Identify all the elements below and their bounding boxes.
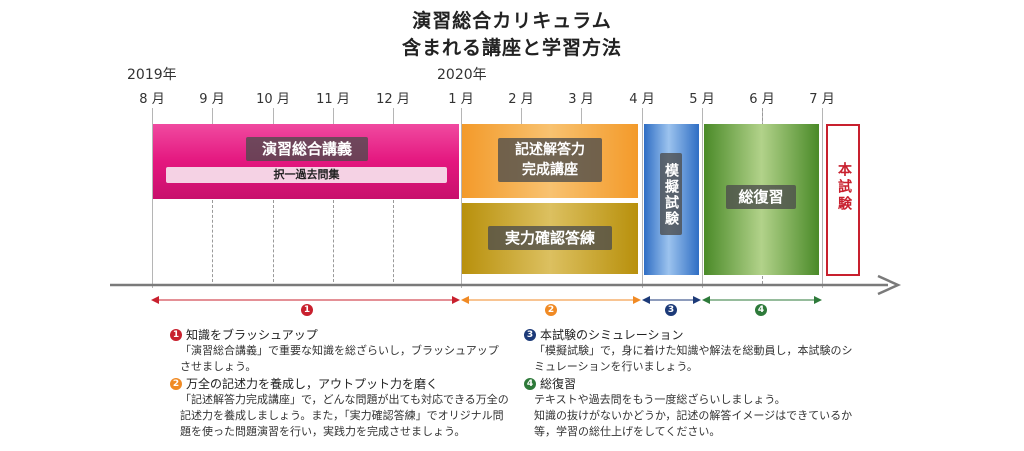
- month-label: 3 月: [568, 92, 594, 107]
- note-1-body-line: させましょう。: [180, 360, 257, 373]
- note-3-heading: 本試験のシミュレーション: [540, 328, 684, 342]
- note-4-heading: 総復習: [540, 377, 577, 391]
- block-mogi-label: 模擬試験: [660, 153, 682, 235]
- note-4-body-line: 知識の抜けがないかどうか，記述の解答イメージはできているか: [534, 409, 853, 422]
- block-enshu-sogo-kogi: [153, 124, 459, 199]
- block-sofukushu-label: 総復習: [726, 185, 796, 209]
- note-2-badge: 2: [170, 378, 182, 390]
- phase-4-badge: 4: [755, 304, 767, 316]
- timeline-arrow-head-icon: [877, 274, 902, 296]
- month-gridline-dashed: [393, 200, 394, 282]
- note-3-body-line: ミュレーションを行いましょう。: [534, 360, 698, 373]
- block-enshu-sub-label: 択一過去問集: [166, 167, 447, 183]
- note-1: 1 知識をブラッシュアップ 「演習総合講義」で重要な知識を総ざらいし，ブラッシュア…: [170, 327, 515, 375]
- year-label-2020: 2020年: [437, 67, 487, 83]
- note-4-badge: 4: [524, 378, 536, 390]
- note-3: 3 本試験のシミュレーション 「模擬試験」で，身に着けた知識や解法を総動員し，本試…: [524, 327, 869, 375]
- month-gridline: [702, 108, 703, 288]
- month-label: 10 月: [256, 92, 290, 107]
- month-gridline: [521, 108, 522, 124]
- block-honshiken: [826, 124, 860, 276]
- block-enshu-label: 演習総合講義: [246, 137, 368, 161]
- block-honshiken-label: 本試験: [836, 162, 852, 213]
- phase-3-badge: 3: [665, 304, 677, 316]
- note-2-body-line: 記述力を養成しましょう。また，「実力確認答練」でオリジナル問: [180, 409, 504, 422]
- month-gridline: [333, 108, 334, 124]
- note-2-body-line: 「記述解答力完成講座」で，どんな問題が出ても対応できる万全の: [180, 393, 509, 406]
- year-label-2019: 2019年: [127, 67, 177, 83]
- month-label: 5 月: [689, 92, 715, 107]
- note-2-heading: 万全の記述力を養成し，アウトプット力を磨く: [186, 377, 439, 391]
- month-label: 8 月: [139, 92, 165, 107]
- page-subtitle: 含まれる講座と学習方法: [401, 37, 622, 59]
- month-gridline-dashed: [273, 200, 274, 282]
- note-1-badge: 1: [170, 329, 182, 341]
- note-1-heading: 知識をブラッシュアップ: [186, 328, 318, 342]
- month-label: 2 月: [508, 92, 534, 107]
- month-label: 11 月: [316, 92, 350, 107]
- note-4-body-line: テキストや過去問をもう一度総ざらいしましょう。: [534, 393, 786, 406]
- phase-2-badge: 2: [545, 304, 557, 316]
- month-label: 1 月: [448, 92, 474, 107]
- month-gridline-dashed: [333, 200, 334, 282]
- note-4-body-line: 等，学習の総仕上げをしてください。: [534, 425, 721, 438]
- note-2-body-line: 題を使った問題演習を行い，実践力を完成させましょう。: [180, 425, 466, 438]
- note-2: 2 万全の記述力を養成し，アウトプット力を磨く 「記述解答力完成講座」で，どんな問…: [170, 376, 520, 440]
- note-4: 4 総復習 テキストや過去問をもう一度総ざらいしましょう。 知識の抜けがないかどう…: [524, 376, 869, 440]
- month-label: 4 月: [629, 92, 655, 107]
- month-gridline: [212, 108, 213, 124]
- timeline-arrows: [110, 274, 902, 304]
- note-1-body-line: 「演習総合講義」で重要な知識を総ざらいし，ブラッシュアップ: [180, 344, 499, 357]
- phase-1-badge: 1: [301, 304, 313, 316]
- page-title: 演習総合カリキュラム: [412, 10, 612, 32]
- month-gridline: [393, 108, 394, 124]
- block-jitsuryoku-label: 実力確認答練: [488, 226, 612, 250]
- month-gridline: [273, 108, 274, 124]
- month-gridline: [581, 108, 582, 124]
- month-gridline-dashed: [212, 200, 213, 282]
- block-kijutsu-label: 記述解答力 完成講座: [498, 138, 602, 182]
- month-gridline: [461, 108, 462, 288]
- month-label: 9 月: [199, 92, 225, 107]
- month-label: 7 月: [809, 92, 835, 107]
- month-label: 6 月: [749, 92, 775, 107]
- month-gridline: [642, 108, 643, 288]
- month-gridline: [152, 108, 153, 288]
- month-label: 12 月: [376, 92, 410, 107]
- month-gridline: [822, 108, 823, 288]
- note-3-body-line: 「模擬試験」で，身に着けた知識や解法を総動員し，本試験のシ: [534, 344, 853, 357]
- note-3-badge: 3: [524, 329, 536, 341]
